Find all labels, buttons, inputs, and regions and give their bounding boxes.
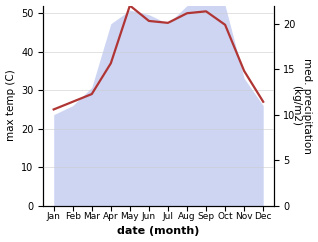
Y-axis label: max temp (C): max temp (C) (5, 70, 16, 142)
Y-axis label: med. precipitation
(kg/m2): med. precipitation (kg/m2) (291, 58, 313, 153)
X-axis label: date (month): date (month) (117, 227, 200, 236)
